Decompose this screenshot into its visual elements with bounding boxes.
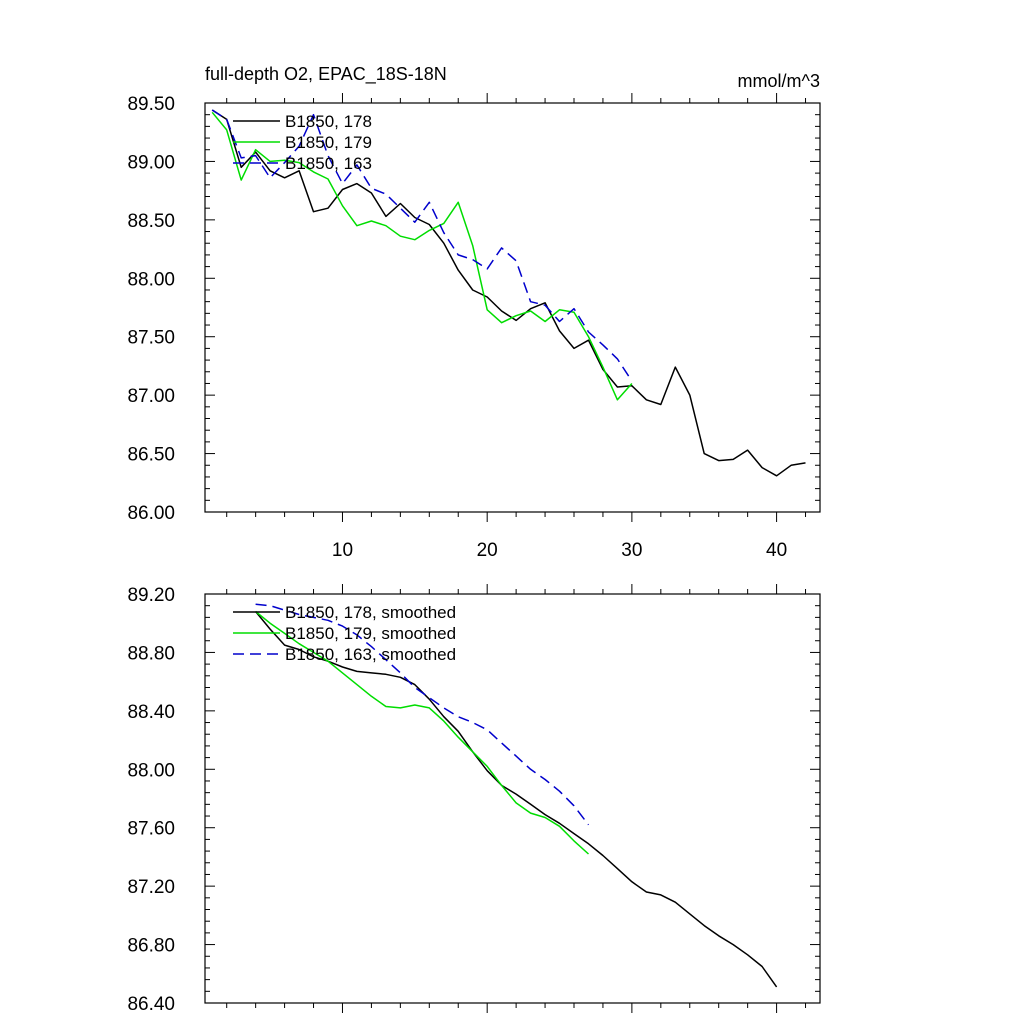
legend-label: B1850, 179 xyxy=(285,133,372,152)
y-tick-label: 88.00 xyxy=(127,269,175,290)
chart-title: full-depth O2, EPAC_18S-18N xyxy=(205,64,447,85)
y-tick-label: 88.40 xyxy=(127,702,175,723)
legend-label: B1850, 163 xyxy=(285,154,372,173)
chart-panel-1: 86.00 86.50 87.00 87.50 88.00 88.50 89.00 89.50… xyxy=(127,64,821,561)
plot-frame xyxy=(204,102,821,513)
legend-label: B1850, 163, smoothed xyxy=(285,645,456,664)
y-tick-label: 86.40 xyxy=(127,994,175,1015)
x-tick-label: 10 xyxy=(332,540,353,561)
series-line-3 xyxy=(211,109,633,382)
series-line-2 xyxy=(255,610,590,855)
y-tick-label: 86.80 xyxy=(127,936,175,957)
units-label: mmol/m^3 xyxy=(738,71,820,91)
x-tick-label: 20 xyxy=(477,540,498,561)
y-tick-label: 88.50 xyxy=(127,211,175,232)
plot-frame xyxy=(204,593,821,1004)
y-tick-label: 88.00 xyxy=(127,760,175,781)
legend-label: B1850, 178, smoothed xyxy=(285,603,456,622)
y-tick-label: 87.50 xyxy=(127,328,175,349)
y-tick-label: 87.00 xyxy=(127,386,175,407)
series-line-3 xyxy=(255,603,590,826)
y-tick-label: 87.20 xyxy=(127,877,175,898)
legend-label: B1850, 178 xyxy=(285,112,372,131)
series-line-2 xyxy=(211,111,633,401)
x-tick-label: 40 xyxy=(766,540,787,561)
y-tick-label: 89.50 xyxy=(127,94,175,115)
y-tick-label: 86.50 xyxy=(127,445,175,466)
y-tick-label: 89.00 xyxy=(127,152,175,173)
y-tick-label: 87.60 xyxy=(127,819,175,840)
chart-panel-2: 86.40 86.80 87.20 87.60 88.00 88.40 88.80 89.20… xyxy=(127,584,821,1015)
y-tick-label: 86.00 xyxy=(127,503,175,524)
y-tick-label: 88.80 xyxy=(127,643,175,664)
y-tick-label: 89.20 xyxy=(127,585,175,606)
legend-label: B1850, 179, smoothed xyxy=(285,624,456,643)
series-line-1 xyxy=(211,109,806,477)
series-line-1 xyxy=(255,611,778,988)
x-tick-label: 30 xyxy=(621,540,642,561)
